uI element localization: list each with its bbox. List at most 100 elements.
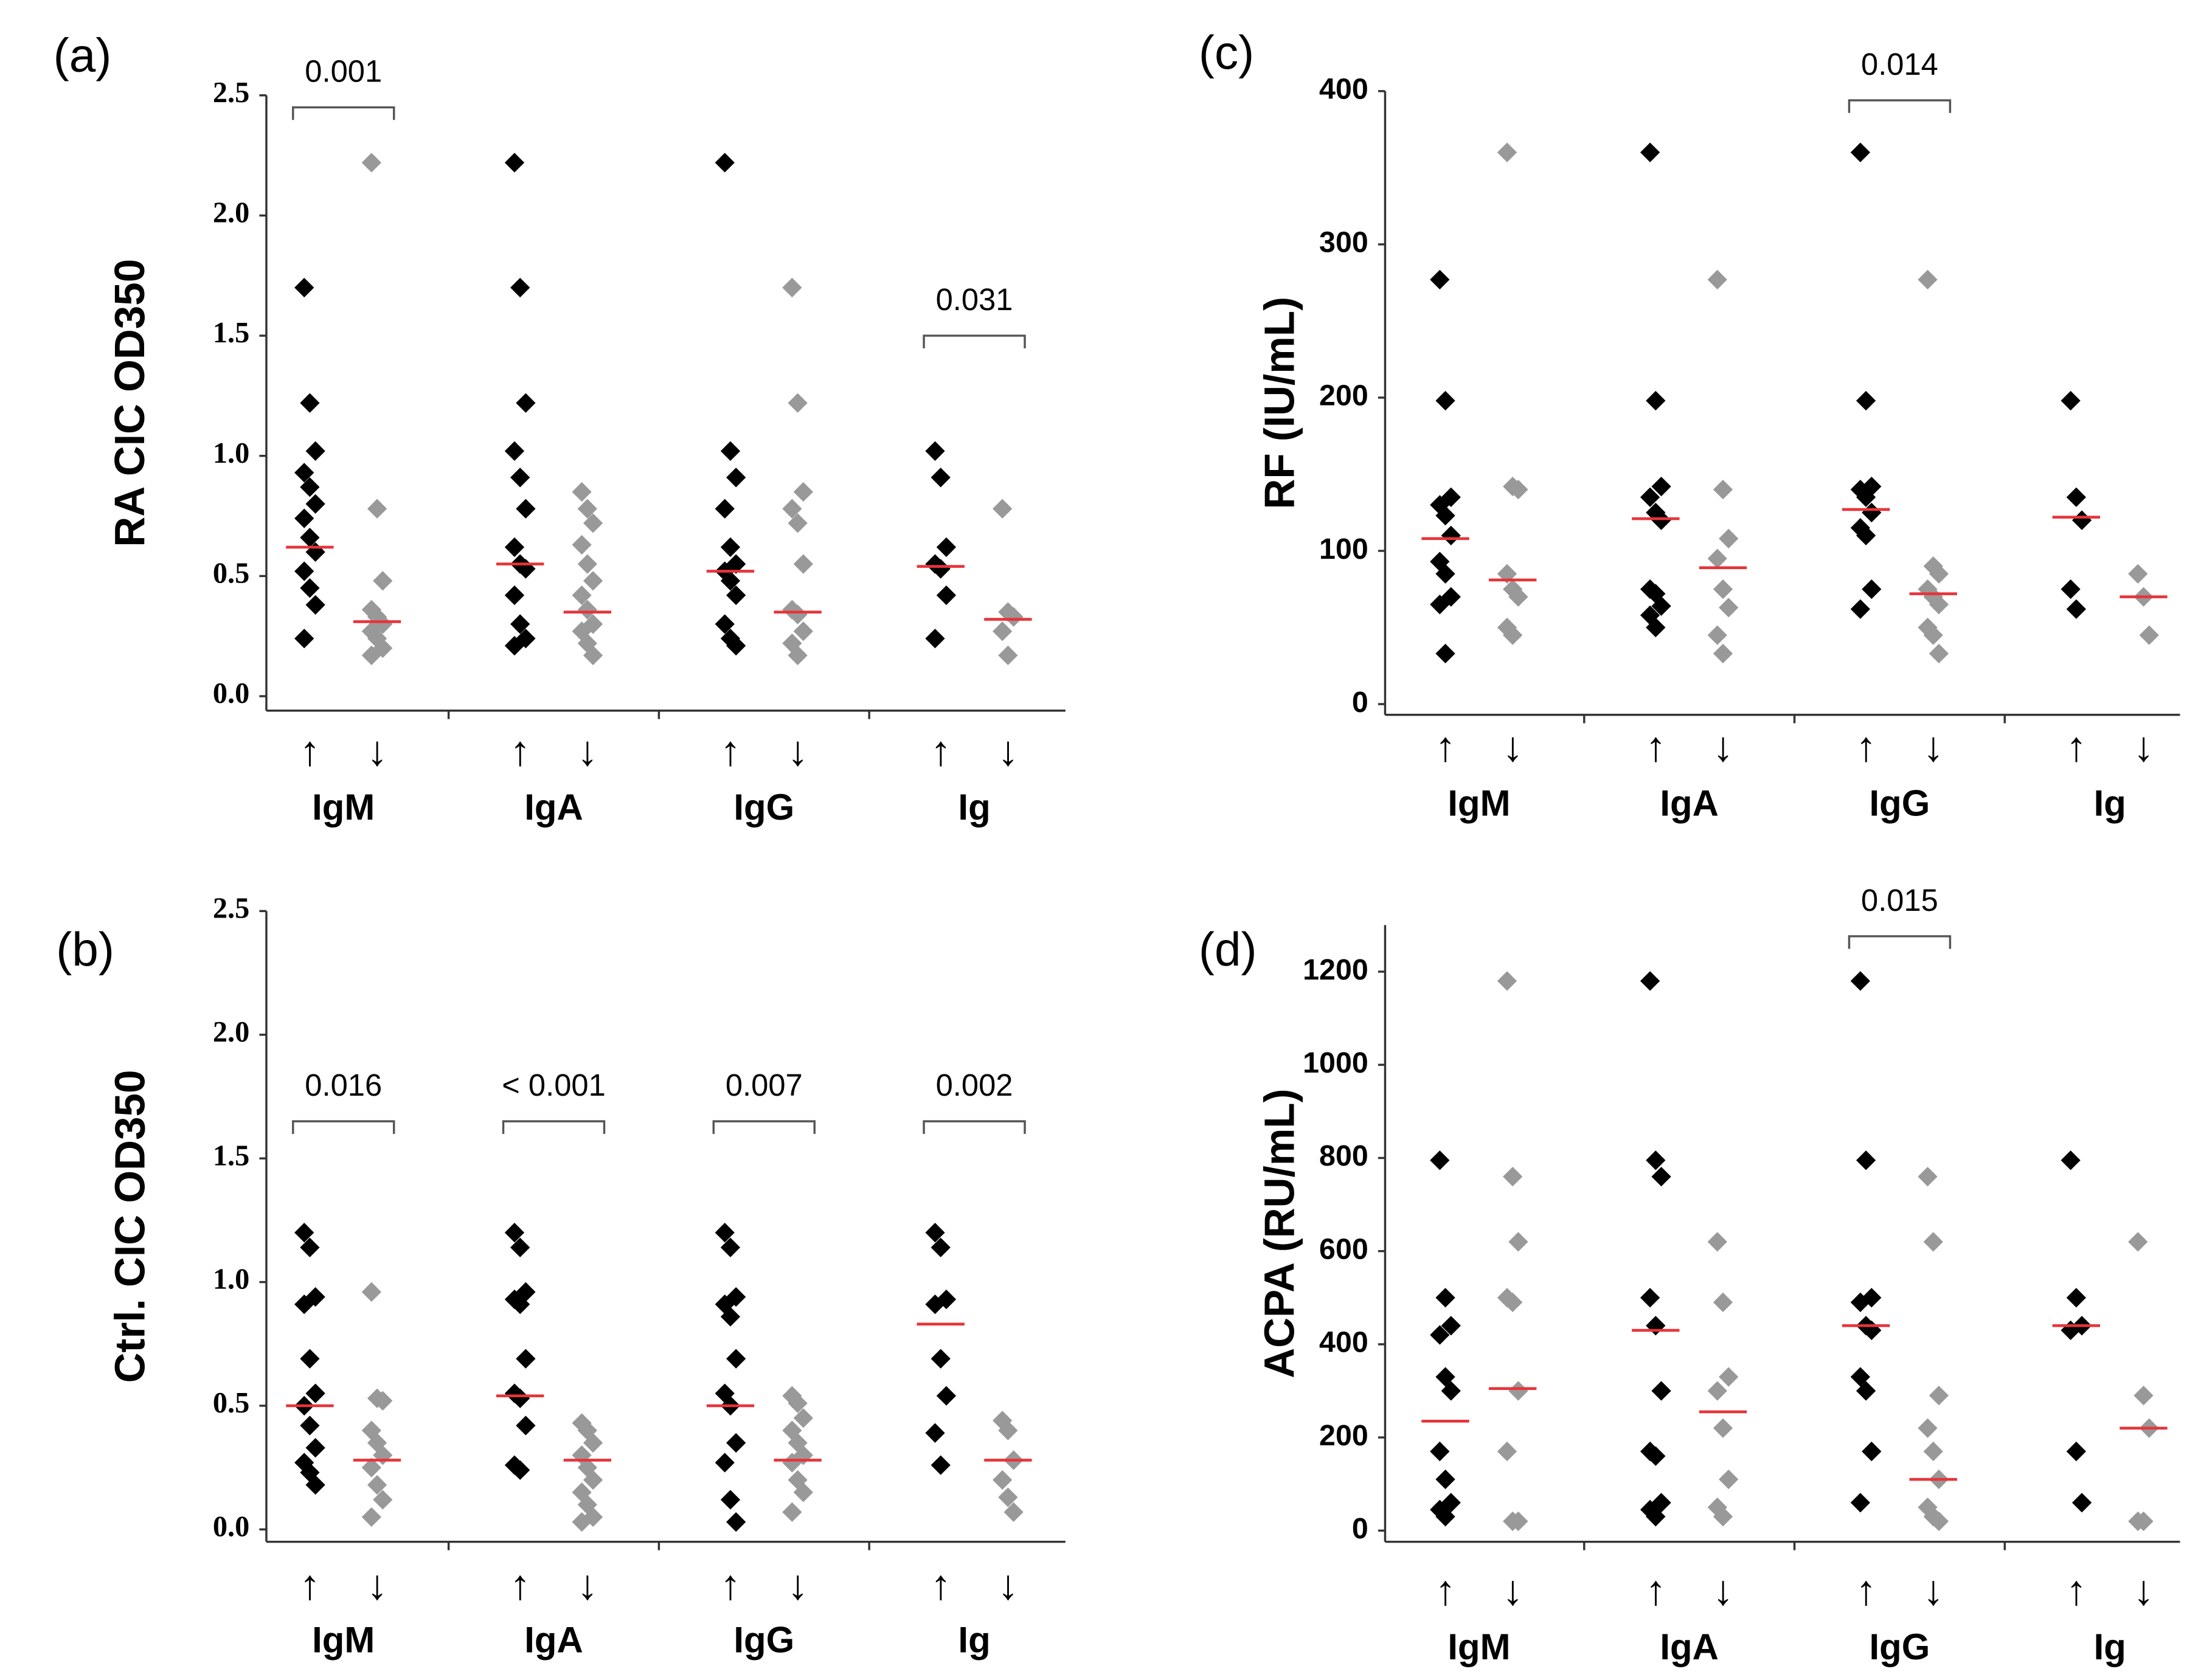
data-point xyxy=(1918,1418,1938,1438)
data-point xyxy=(1850,971,1871,991)
category-label: Ig xyxy=(958,1619,990,1660)
data-point xyxy=(1707,269,1727,290)
group-arrow: ↑ xyxy=(930,727,951,774)
y-tick-label: 1.5 xyxy=(213,317,250,349)
data-point xyxy=(1929,595,1949,615)
data-point xyxy=(1719,528,1739,548)
data-point xyxy=(367,1474,387,1495)
data-point xyxy=(1719,1469,1739,1490)
category-label: IgG xyxy=(733,787,794,828)
data-point xyxy=(572,482,592,502)
data-point xyxy=(715,153,735,173)
data-point xyxy=(2066,599,2087,619)
data-point xyxy=(300,393,320,413)
data-point xyxy=(510,1460,530,1480)
data-point xyxy=(925,629,945,649)
data-point xyxy=(1862,502,1882,523)
data-point xyxy=(993,621,1013,641)
panel-label: (b) xyxy=(56,922,114,976)
data-point xyxy=(936,585,957,606)
data-point xyxy=(1929,1386,1949,1406)
data-point xyxy=(504,153,525,173)
data-point xyxy=(726,1349,746,1369)
data-point xyxy=(1918,1166,1938,1187)
data-point xyxy=(1430,595,1450,615)
y-tick-label: 600 xyxy=(1319,1232,1368,1265)
data-point xyxy=(1850,142,1871,162)
data-point xyxy=(1713,579,1733,600)
y-tick-label: 2.5 xyxy=(213,77,250,109)
data-point xyxy=(1713,480,1733,500)
data-point xyxy=(1850,599,1871,619)
data-point xyxy=(793,554,813,574)
y-tick-label: 0 xyxy=(1352,1512,1368,1545)
data-point xyxy=(1497,1441,1517,1462)
group-arrow: ↓ xyxy=(1922,723,1944,770)
y-tick-label: 400 xyxy=(1319,73,1368,106)
significance-bracket xyxy=(923,334,1026,348)
data-point xyxy=(1646,390,1666,411)
data-point xyxy=(2128,564,2148,584)
group-arrow: ↑ xyxy=(1435,723,1456,770)
y-tick-label: 800 xyxy=(1319,1139,1368,1172)
p-value: 0.007 xyxy=(726,1068,803,1102)
category-label: IgG xyxy=(1870,1626,1930,1667)
y-tick-label: 1200 xyxy=(1303,953,1368,986)
group-arrow: ↓ xyxy=(997,1561,1019,1608)
y-axis-label: RA CIC OD350 xyxy=(106,259,153,547)
group-arrow: ↓ xyxy=(1922,1566,1944,1614)
data-point xyxy=(294,508,314,528)
data-point xyxy=(1003,1502,1024,1522)
data-point xyxy=(583,1470,603,1490)
group-arrow: ↑ xyxy=(1645,1566,1666,1614)
data-point xyxy=(1651,1381,1671,1401)
data-point xyxy=(936,537,957,558)
y-tick-label: 100 xyxy=(1319,533,1368,565)
y-tick-label: 200 xyxy=(1319,1419,1368,1452)
significance-bracket xyxy=(292,106,395,120)
data-point xyxy=(577,554,597,574)
data-point xyxy=(1435,1288,1455,1308)
data-point xyxy=(2066,1441,2087,1462)
group-arrow: ↑ xyxy=(2066,1566,2087,1614)
data-point xyxy=(361,153,381,173)
category-label: IgM xyxy=(312,1619,375,1660)
group-arrow: ↓ xyxy=(367,1561,388,1608)
data-point xyxy=(925,1295,945,1315)
panel-label: (a) xyxy=(54,29,112,82)
data-point xyxy=(361,1282,381,1302)
data-point xyxy=(726,1512,746,1532)
p-value: < 0.001 xyxy=(502,1068,606,1102)
data-point xyxy=(361,1457,381,1478)
data-point xyxy=(572,585,592,606)
p-value: 0.031 xyxy=(936,282,1013,317)
data-point xyxy=(294,561,314,581)
data-point xyxy=(2060,390,2081,411)
group-arrow: ↑ xyxy=(720,727,741,774)
data-point xyxy=(1003,607,1024,627)
y-tick-label: 0.5 xyxy=(213,1387,250,1419)
data-point xyxy=(504,441,525,461)
data-point xyxy=(720,1490,741,1510)
data-point xyxy=(715,1453,735,1473)
data-point xyxy=(373,571,393,591)
data-point xyxy=(726,1433,746,1453)
data-point xyxy=(1856,1150,1876,1170)
group-arrow: ↓ xyxy=(787,727,808,774)
category-label: IgG xyxy=(733,1619,794,1660)
group-arrow: ↓ xyxy=(1502,723,1523,770)
p-value: 0.002 xyxy=(936,1068,1013,1102)
category-label: IgA xyxy=(524,1619,583,1660)
data-point xyxy=(1707,1232,1727,1252)
data-point xyxy=(1651,1166,1671,1187)
data-point xyxy=(572,534,592,555)
group-arrow: ↓ xyxy=(577,1561,598,1608)
panel-label: (d) xyxy=(1199,922,1257,976)
significance-bracket xyxy=(1848,935,1952,949)
data-point xyxy=(2060,1150,2081,1170)
data-point xyxy=(1646,1150,1666,1170)
y-tick-label: 2.5 xyxy=(213,892,250,924)
group-arrow: ↓ xyxy=(2133,723,2154,770)
data-point xyxy=(510,277,530,298)
